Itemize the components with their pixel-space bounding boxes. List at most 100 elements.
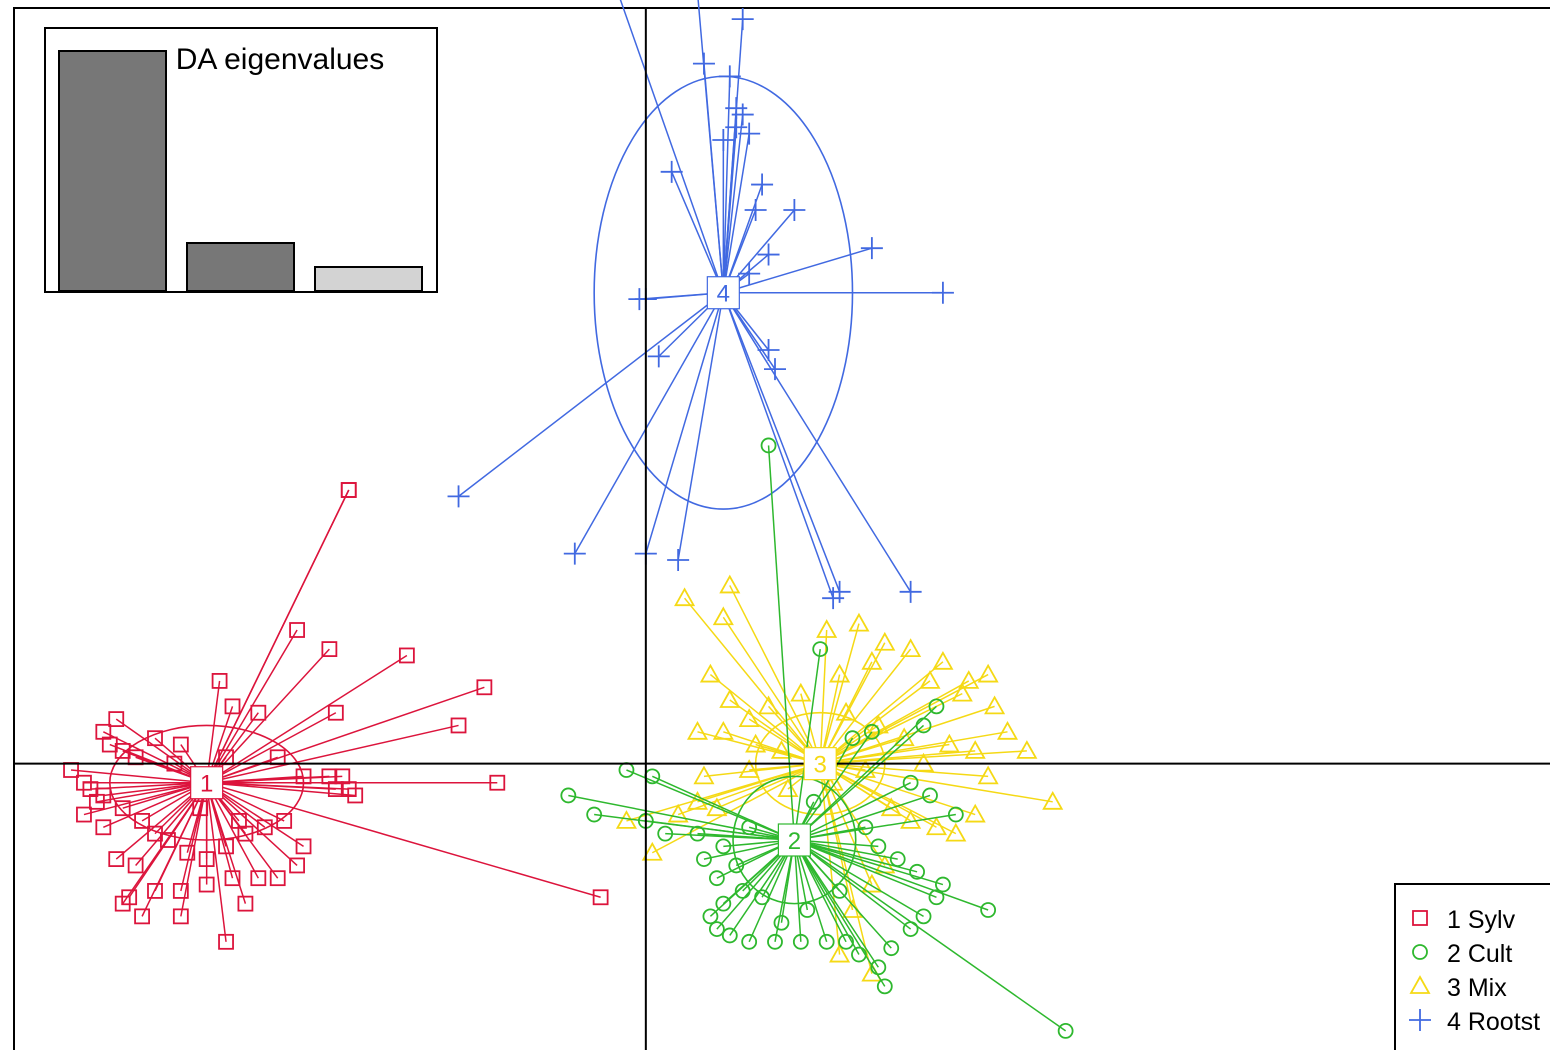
spoke-line	[793, 839, 1067, 1032]
spoke-line	[677, 292, 725, 561]
data-point	[693, 765, 715, 785]
legend: 1 Sylv 2 Cult 3 Mix 4 Rootst	[1394, 883, 1550, 1050]
data-point	[829, 663, 851, 683]
data-point	[831, 883, 848, 899]
spoke-line	[794, 782, 911, 841]
data-point	[900, 638, 922, 657]
spoke-line	[206, 781, 349, 790]
spoke-line	[709, 673, 821, 765]
legend-items: 1 Sylv 2 Cult 3 Mix 4 Rootst	[1409, 906, 1540, 1036]
legend-label: 2 Cult	[1447, 940, 1512, 968]
data-point	[828, 580, 851, 603]
data-point	[692, 52, 715, 75]
data-point	[902, 921, 919, 937]
data-point	[925, 816, 947, 836]
data-point	[95, 819, 112, 836]
spoke-line	[794, 839, 937, 898]
spoke-line	[626, 762, 821, 822]
data-point	[893, 727, 915, 747]
spoke-line	[205, 489, 350, 784]
data-point	[964, 803, 986, 823]
data-point	[741, 819, 758, 836]
data-point	[708, 870, 725, 887]
legend-item-1: 1 Sylv	[1412, 906, 1516, 934]
data-point	[764, 358, 786, 381]
data-point	[734, 883, 751, 899]
data-point	[816, 619, 838, 638]
data-point	[741, 933, 758, 950]
data-point	[114, 800, 131, 817]
spoke-line	[206, 782, 601, 898]
data-point	[857, 819, 874, 836]
spoke-line	[794, 839, 989, 911]
eigenvalue-bar	[186, 242, 295, 292]
centroid-text: 2	[788, 828, 801, 855]
data-point	[947, 806, 964, 823]
spoke-line	[205, 782, 227, 942]
data-point	[754, 889, 770, 906]
data-point	[719, 574, 741, 594]
legend-item-3: 3 Mix	[1409, 974, 1507, 1002]
spoke-line	[767, 445, 796, 841]
data-point	[799, 902, 816, 918]
data-point	[951, 682, 973, 702]
series-1	[63, 482, 609, 950]
spoke-line	[670, 171, 725, 294]
data-point	[712, 129, 735, 151]
data-point	[1016, 740, 1038, 759]
data-point	[792, 933, 809, 950]
spoke-line	[645, 820, 795, 841]
spoke-line	[206, 712, 337, 784]
data-point	[757, 243, 780, 266]
data-point	[179, 844, 196, 861]
data-point	[958, 670, 980, 689]
data-point	[192, 800, 209, 817]
spoke-line	[645, 292, 725, 554]
legend-marker	[1412, 944, 1428, 960]
data-point	[721, 927, 738, 944]
data-point	[919, 670, 941, 689]
data-point	[686, 720, 709, 740]
data-point	[829, 943, 851, 963]
spoke-line	[722, 108, 737, 293]
data-point	[738, 122, 761, 145]
data-point	[719, 689, 741, 708]
data-point	[712, 720, 734, 740]
spoke-line	[793, 839, 879, 968]
data-point	[269, 870, 286, 887]
spoke-line	[793, 839, 886, 987]
centroid-text: 3	[814, 752, 827, 779]
data-point	[660, 160, 683, 183]
spoke-line	[684, 597, 821, 765]
spoke-line	[794, 813, 956, 841]
data-point	[647, 345, 670, 368]
data-point	[876, 978, 893, 995]
spoke-line	[723, 247, 873, 294]
data-point	[805, 793, 822, 810]
data-point	[147, 883, 163, 899]
data-point	[760, 437, 777, 454]
data-point	[211, 673, 228, 689]
legend-marker	[1409, 1009, 1431, 1031]
data-point	[870, 838, 887, 855]
data-point	[928, 698, 945, 715]
data-point	[751, 173, 774, 196]
spoke-line	[793, 731, 873, 841]
spoke-line	[703, 63, 725, 293]
spoke-line	[206, 654, 408, 784]
centroid-box	[190, 766, 224, 800]
axes-layer	[14, 8, 1550, 1050]
inertia-ellipse	[732, 775, 857, 905]
data-point	[935, 876, 951, 893]
data-point	[289, 857, 305, 874]
data-point	[757, 339, 780, 361]
data-point	[563, 542, 586, 565]
data-point	[689, 825, 706, 842]
data-point	[696, 851, 712, 867]
spoke-line	[626, 769, 795, 841]
data-point	[592, 889, 609, 906]
data-point	[838, 933, 854, 950]
series-4	[447, 0, 954, 610]
spoke-line	[820, 762, 1053, 803]
data-point	[770, 740, 792, 759]
